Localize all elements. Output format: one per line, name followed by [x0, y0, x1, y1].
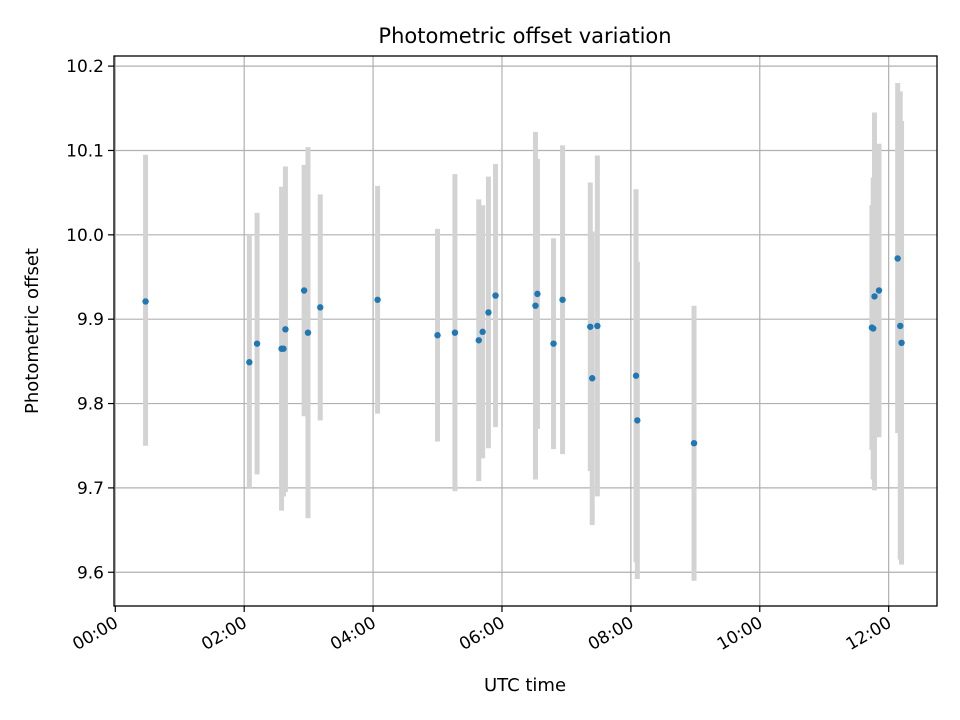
y-axis-ticks: 9.6 9.7 9.8 9.9 10.0 10.1 10.2	[66, 57, 114, 583]
errorbar-layer	[143, 82, 905, 581]
y-tick-label: 9.6	[77, 563, 104, 583]
data-point	[253, 340, 261, 347]
y-axis-label: Photometric offset	[22, 248, 43, 414]
y-tick-label: 9.7	[77, 479, 104, 499]
x-tick-label: 04:00	[327, 613, 379, 655]
x-tick-label: 02:00	[198, 613, 250, 655]
x-axis-ticks: 00:00 02:00 04:00 06:00 08:00 10:00 12:00	[69, 606, 895, 655]
data-point	[559, 296, 566, 303]
data-point	[280, 345, 287, 352]
data-point	[534, 290, 541, 298]
data-point	[871, 293, 878, 300]
data-point	[594, 322, 601, 330]
y-tick-label: 10.1	[66, 141, 104, 161]
data-point	[897, 322, 904, 330]
data-point	[894, 255, 901, 262]
data-point	[634, 417, 641, 424]
data-point	[869, 325, 877, 332]
data-point	[485, 309, 492, 316]
grid-layer	[114, 56, 937, 606]
x-tick-label: 00:00	[69, 613, 121, 655]
point-layer	[142, 255, 905, 447]
plot-frame	[113, 55, 938, 607]
chart-title: Photometric offset variation	[378, 24, 671, 48]
y-tick-label: 9.9	[77, 310, 104, 330]
data-point	[875, 287, 883, 294]
data-point	[374, 296, 381, 303]
data-point	[142, 298, 149, 305]
x-tick-label: 10:00	[714, 613, 766, 655]
data-point	[587, 323, 594, 330]
data-point	[479, 328, 486, 336]
data-point	[898, 339, 905, 347]
data-point	[434, 332, 441, 339]
data-point	[300, 287, 308, 294]
data-point	[550, 340, 557, 347]
data-point	[317, 304, 324, 311]
data-point	[532, 302, 539, 309]
data-point	[282, 326, 289, 333]
data-point	[632, 372, 640, 379]
data-point	[246, 359, 253, 366]
data-point	[475, 337, 482, 344]
x-axis-label: UTC time	[484, 675, 566, 696]
data-point	[492, 292, 499, 299]
y-tick-label: 10.0	[66, 226, 104, 246]
x-tick-label: 06:00	[456, 613, 508, 655]
x-tick-label: 12:00	[843, 613, 895, 655]
data-point	[690, 439, 698, 447]
y-tick-label: 9.8	[77, 395, 104, 415]
x-tick-label: 08:00	[585, 613, 637, 655]
y-tick-label: 10.2	[66, 57, 104, 77]
data-point	[451, 329, 459, 336]
data-point	[304, 329, 312, 336]
data-point	[589, 375, 596, 382]
